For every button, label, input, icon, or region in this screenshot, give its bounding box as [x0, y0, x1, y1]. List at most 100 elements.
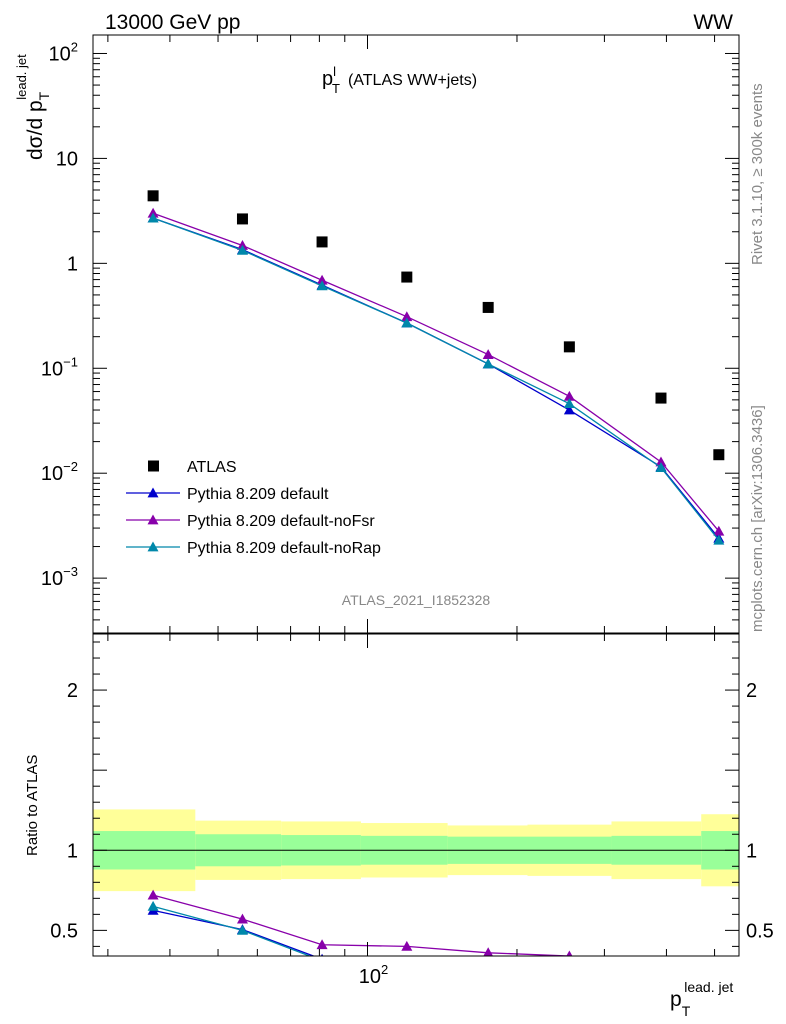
ratio-point	[564, 959, 575, 969]
y-tick-label: 10−2	[41, 459, 78, 485]
legend-item: Pythia 8.209 default	[126, 486, 329, 503]
ratio-line	[152, 894, 574, 956]
x-tick-label: 102	[359, 962, 388, 988]
data-point	[482, 349, 494, 359]
data-point	[713, 534, 725, 545]
ratio-point	[655, 965, 666, 975]
ratio-point	[321, 955, 323, 956]
series-pythia-8-209-default-norap	[147, 212, 725, 545]
data-point	[147, 190, 159, 202]
ratio-line	[152, 909, 316, 956]
legend-marker	[148, 460, 159, 472]
y-tick-label: 10−3	[41, 564, 78, 590]
ratio-y-tick-label-right: 2	[746, 680, 757, 702]
data-point	[655, 456, 667, 467]
ratio-point	[483, 959, 494, 969]
ratio-series-pythia-8-209-default-norap	[147, 900, 666, 980]
ratio-point	[566, 950, 573, 956]
axis-ticks	[93, 35, 739, 956]
series-line	[152, 212, 720, 532]
data-point	[316, 274, 328, 285]
ratio-point	[236, 924, 248, 935]
y-tick-label: 1	[67, 253, 78, 275]
header-energy-label: 13000 GeV pp	[105, 11, 240, 34]
data-point	[401, 271, 413, 283]
legend-marker	[147, 514, 159, 525]
title-math-sub: T	[332, 81, 340, 96]
x-label-sub: T	[682, 1003, 691, 1019]
data-point	[563, 404, 575, 415]
ratio-point	[401, 940, 413, 951]
ratio-point	[655, 970, 666, 980]
legend-label: Pythia 8.209 default-noRap	[187, 540, 381, 557]
data-point	[236, 213, 248, 225]
data-point	[713, 449, 725, 461]
ratio-point	[147, 889, 159, 900]
ratio-line	[152, 905, 312, 956]
data-point	[563, 398, 575, 409]
ratio-y-tick-label-left: 1	[67, 840, 78, 862]
data-point	[236, 244, 248, 255]
ratio-panel-frame	[92, 633, 740, 957]
data-point	[655, 462, 667, 473]
data-point	[655, 392, 667, 404]
series-atlas	[147, 190, 725, 461]
title-math-sup: l	[333, 64, 336, 79]
ratio-y-tick-label-left: 0.5	[50, 920, 78, 942]
ratio-point	[320, 953, 324, 956]
ratio-point	[147, 900, 159, 911]
legend-marker	[147, 487, 159, 498]
main-panel-title: pl T (ATLAS WW+jets)	[322, 64, 477, 96]
y-tick-label: 102	[49, 39, 78, 65]
legend-item: Pythia 8.209 default-noFsr	[126, 513, 375, 530]
ratio-point	[483, 947, 494, 956]
mcplots-credit-note: mcplots.cern.ch [arXiv:1306.3436]	[749, 405, 766, 632]
data-point	[316, 280, 328, 291]
main-y-axis-label: dσ/d pTlead. jet	[14, 54, 52, 160]
header-process-label: WW	[693, 11, 733, 34]
data-point	[563, 341, 575, 353]
legend-label: Pythia 8.209 default	[187, 486, 329, 503]
data-point	[482, 358, 494, 369]
ratio-series-pythia-8-209-default-nofsr	[147, 889, 666, 975]
legend: ATLAS Pythia 8.209 default Pythia 8.209 de…	[126, 459, 381, 557]
ratio-panel-series	[147, 889, 666, 980]
x-axis-label: pTlead. jet	[670, 979, 733, 1019]
legend-label: ATLAS	[187, 459, 237, 476]
legend-label: Pythia 8.209 default-noFsr	[187, 513, 375, 530]
main-y-label-sub: T	[36, 91, 52, 100]
analysis-watermark: ATLAS_2021_I1852328	[342, 592, 491, 608]
ratio-y-axis-label: Ratio to ATLAS	[24, 755, 41, 856]
ratio-point	[401, 957, 412, 967]
ratio-point	[401, 957, 412, 967]
title-math-base: p	[322, 68, 333, 90]
series-line	[152, 217, 720, 541]
title-text: (ATLAS WW+jets)	[348, 72, 477, 89]
data-point	[401, 311, 413, 322]
main-panel-frame	[92, 34, 740, 634]
data-point	[401, 317, 413, 328]
ratio-y-tick-label-left: 2	[67, 680, 78, 702]
y-tick-label: 10	[56, 148, 78, 170]
ratio-point	[236, 913, 248, 924]
x-label-base: p	[670, 988, 682, 1011]
ratio-y-tick-label-right: 0.5	[746, 920, 774, 942]
x-label-sup: lead. jet	[684, 979, 733, 995]
legend-marker	[147, 541, 159, 552]
y-tick-label: 10−1	[41, 354, 78, 380]
data-point	[147, 212, 159, 223]
ratio-point	[316, 939, 328, 950]
rivet-version-note: Rivet 3.1.10, ≥ 300k events	[749, 83, 766, 265]
ratio-point	[655, 970, 666, 980]
data-point	[316, 236, 328, 248]
data-point	[713, 525, 725, 536]
main-y-label-sup: lead. jet	[14, 54, 29, 100]
ratio-point	[483, 959, 494, 969]
ratio-point	[564, 965, 575, 975]
axis-tick-labels: 10−3 10−2 10−1 1 10 102 102 0.5 0.5 1 1 2 2	[41, 39, 774, 988]
data-point	[482, 301, 494, 313]
ratio-y-tick-label-right: 1	[746, 840, 757, 862]
main-y-label-prefix: dσ/d p	[24, 100, 47, 160]
main-panel-series	[147, 190, 725, 545]
